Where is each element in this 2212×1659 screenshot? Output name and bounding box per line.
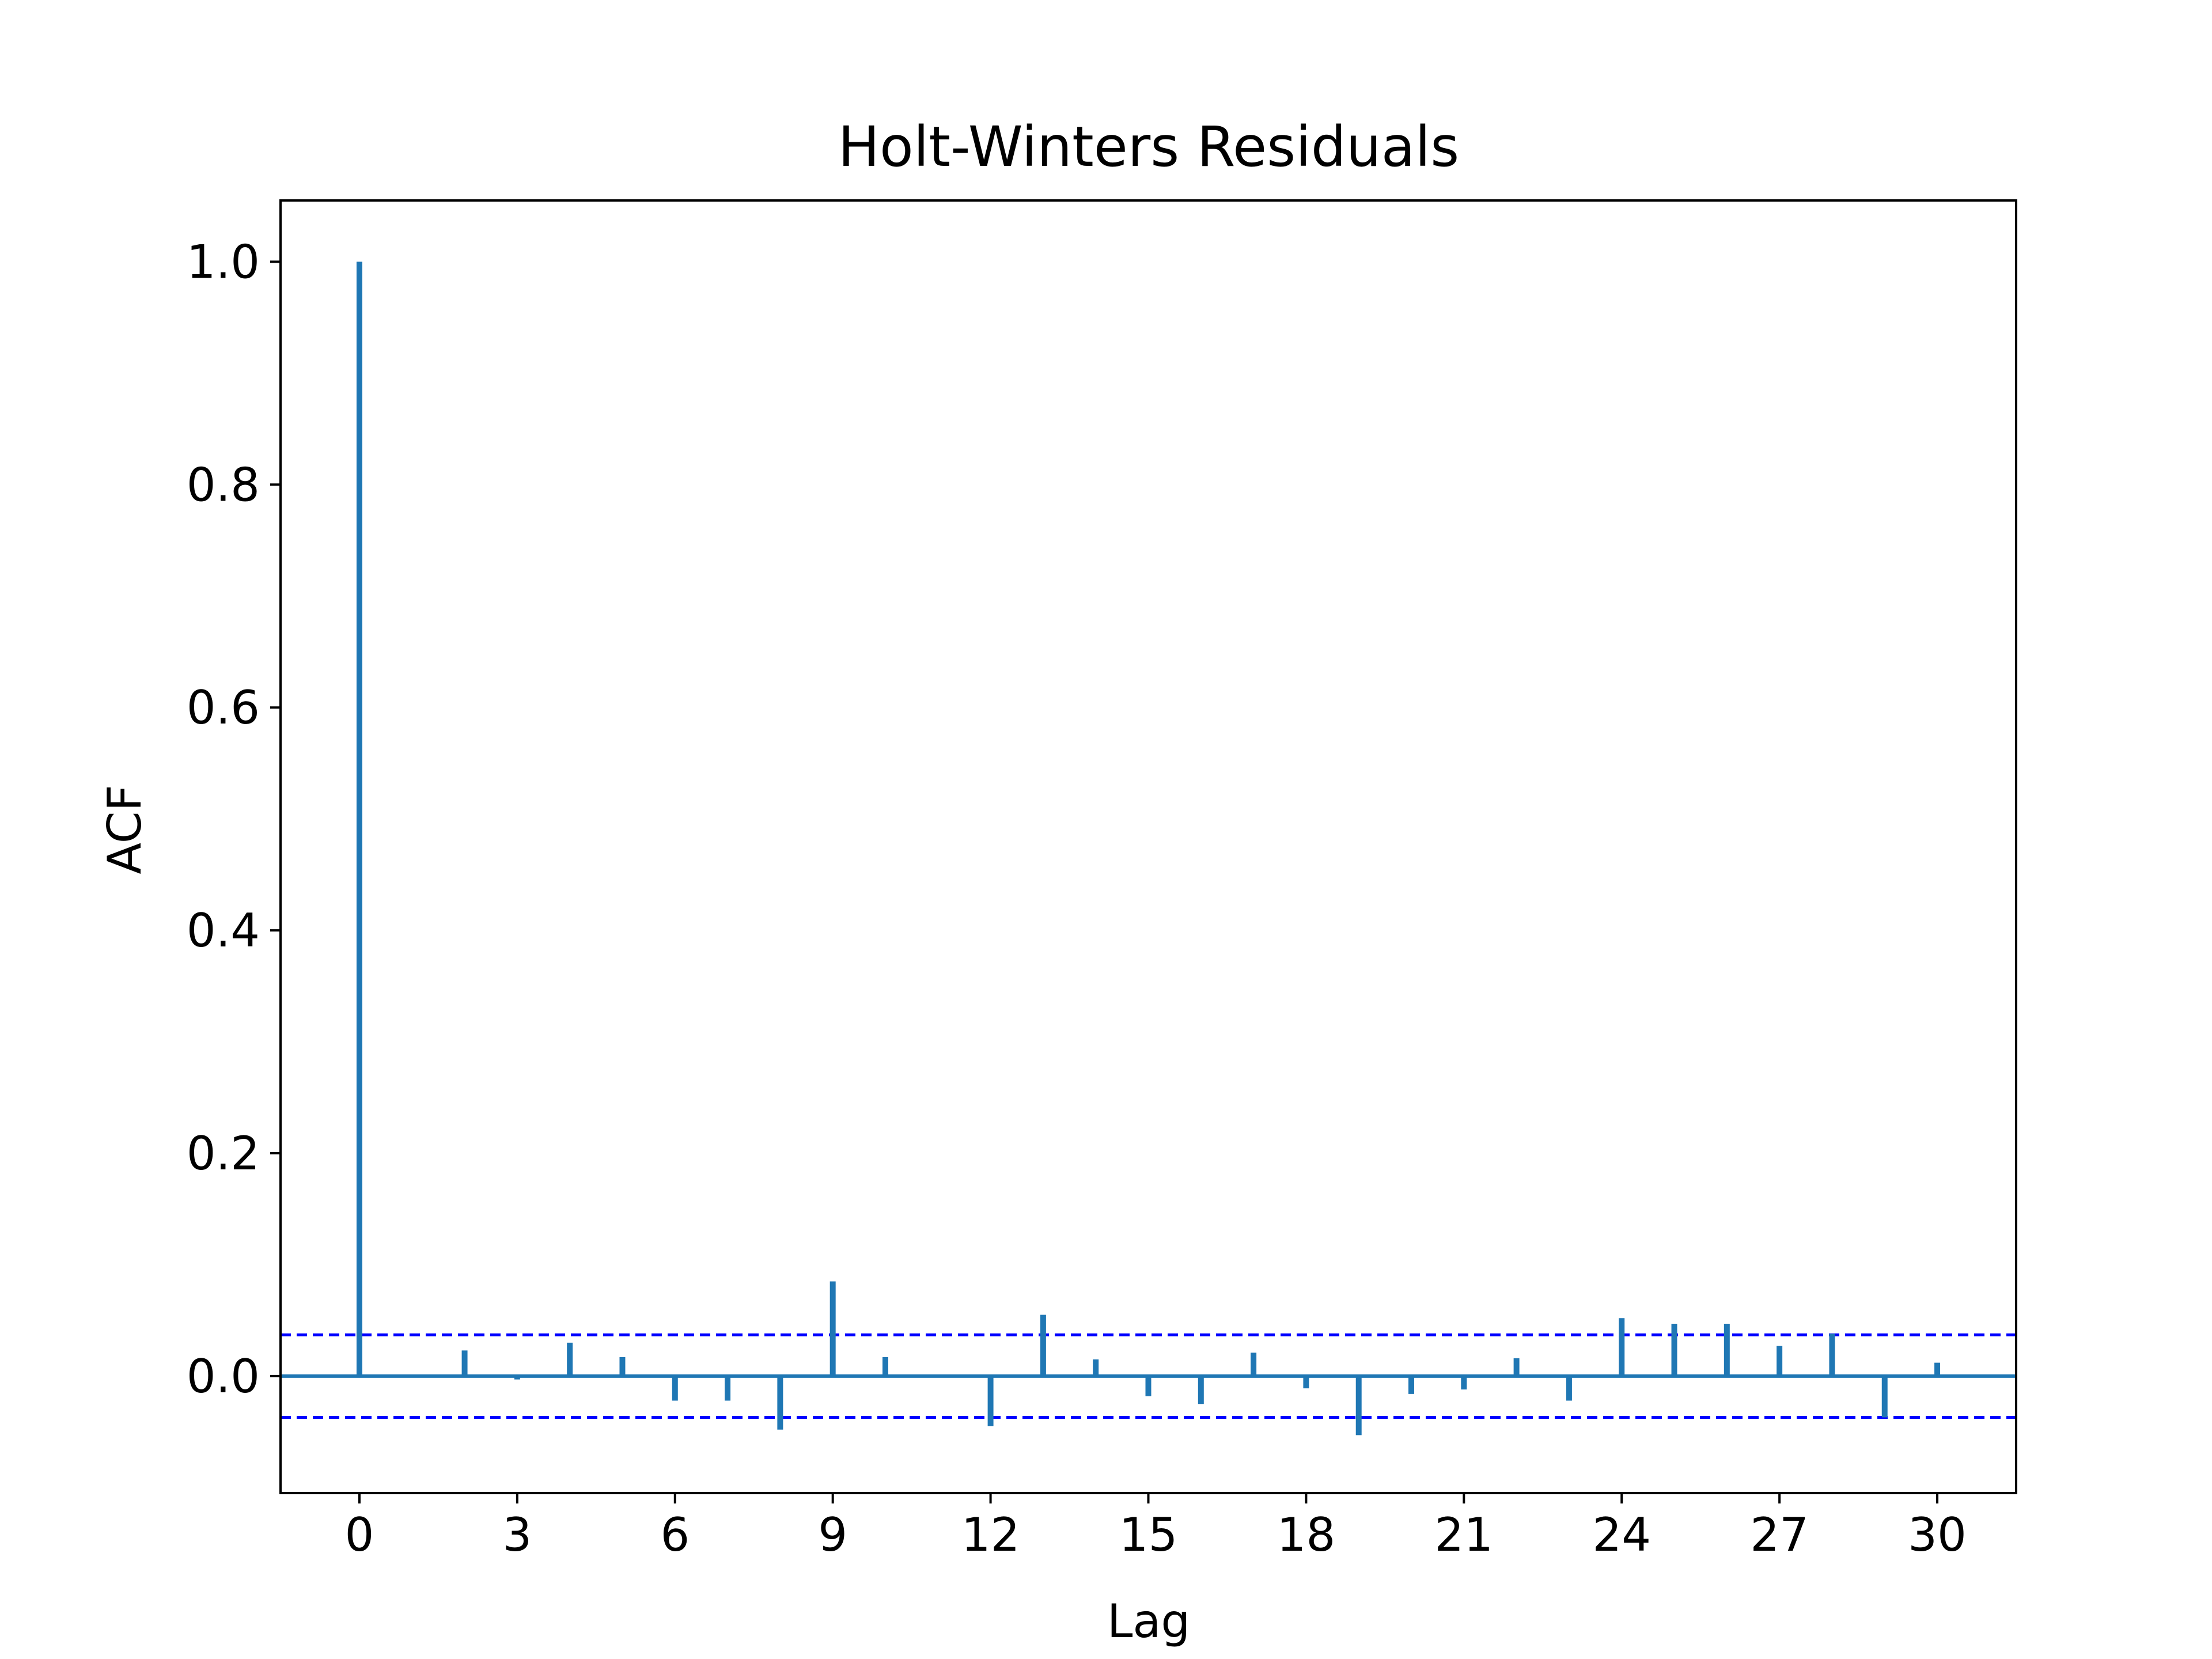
plot-area: 0 3 6 9 12 15 18 21 24 27 30 0.0 0.2 0.4 0.6 0.8 1.0: [187, 199, 2017, 1562]
y-tick-label: 0.0: [187, 1350, 260, 1403]
x-tick-label: 18: [1277, 1508, 1336, 1562]
x-tick-label: 3: [502, 1508, 532, 1562]
x-tick-label: 9: [818, 1508, 847, 1562]
chart-title: Holt-Winters Residuals: [838, 115, 1459, 179]
x-tick-label: 27: [1750, 1508, 1809, 1562]
y-tick-label: 0.8: [187, 458, 260, 512]
y-tick-label: 0.4: [187, 904, 260, 957]
y-axis-label: ACF: [98, 785, 151, 874]
y-tick-label: 0.2: [187, 1127, 260, 1180]
x-axis-label: Lag: [1107, 1594, 1190, 1648]
y-tick-label: 0.6: [187, 681, 260, 734]
x-tick-label: 0: [345, 1508, 374, 1562]
x-tick-label: 24: [1592, 1508, 1651, 1562]
x-tick-label: 6: [660, 1508, 690, 1562]
x-tick-label: 12: [961, 1508, 1020, 1562]
x-tick-label: 15: [1119, 1508, 1178, 1562]
x-tick-label: 30: [1908, 1508, 1967, 1562]
x-tick-label: 21: [1434, 1508, 1493, 1562]
y-tick-label: 1.0: [187, 235, 260, 289]
